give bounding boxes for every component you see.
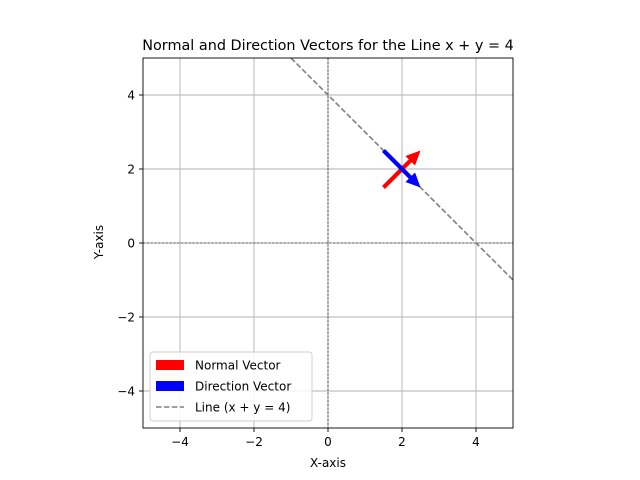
legend-box	[149, 351, 313, 422]
y-axis-label: Y-axis	[92, 225, 106, 260]
legend-swatch-0	[156, 360, 184, 370]
legend-entry-0: Normal Vector	[195, 359, 281, 373]
series-arrow-1	[382, 149, 421, 188]
legend: Normal Vector Direction Vector Line (x + y…	[149, 351, 313, 422]
x-tick-label: 2	[398, 435, 406, 449]
y-tick-label: 4	[127, 89, 135, 103]
y-tick-label: 2	[127, 163, 135, 177]
legend-swatch-1	[156, 381, 184, 391]
y-tick-label: −2	[117, 311, 135, 325]
series-group	[290, 58, 513, 281]
x-tick-label: 0	[324, 435, 332, 449]
y-tick-label: −4	[117, 385, 135, 399]
legend-entry-1: Direction Vector	[195, 380, 291, 394]
x-tick-label: 4	[472, 435, 480, 449]
x-tick-label: −2	[245, 435, 263, 449]
series-line-2	[290, 58, 513, 281]
legend-entry-2: Line (x + y = 4)	[195, 401, 290, 415]
y-tick-label: 0	[127, 237, 135, 251]
chart-title: Normal and Direction Vectors for the Lin…	[142, 38, 514, 54]
plot-area: −4 −2 0 2 4 −4 −2 0 2 4	[117, 57, 514, 449]
x-tick-label: −4	[171, 435, 189, 449]
x-axis-label: X-axis	[310, 456, 346, 470]
